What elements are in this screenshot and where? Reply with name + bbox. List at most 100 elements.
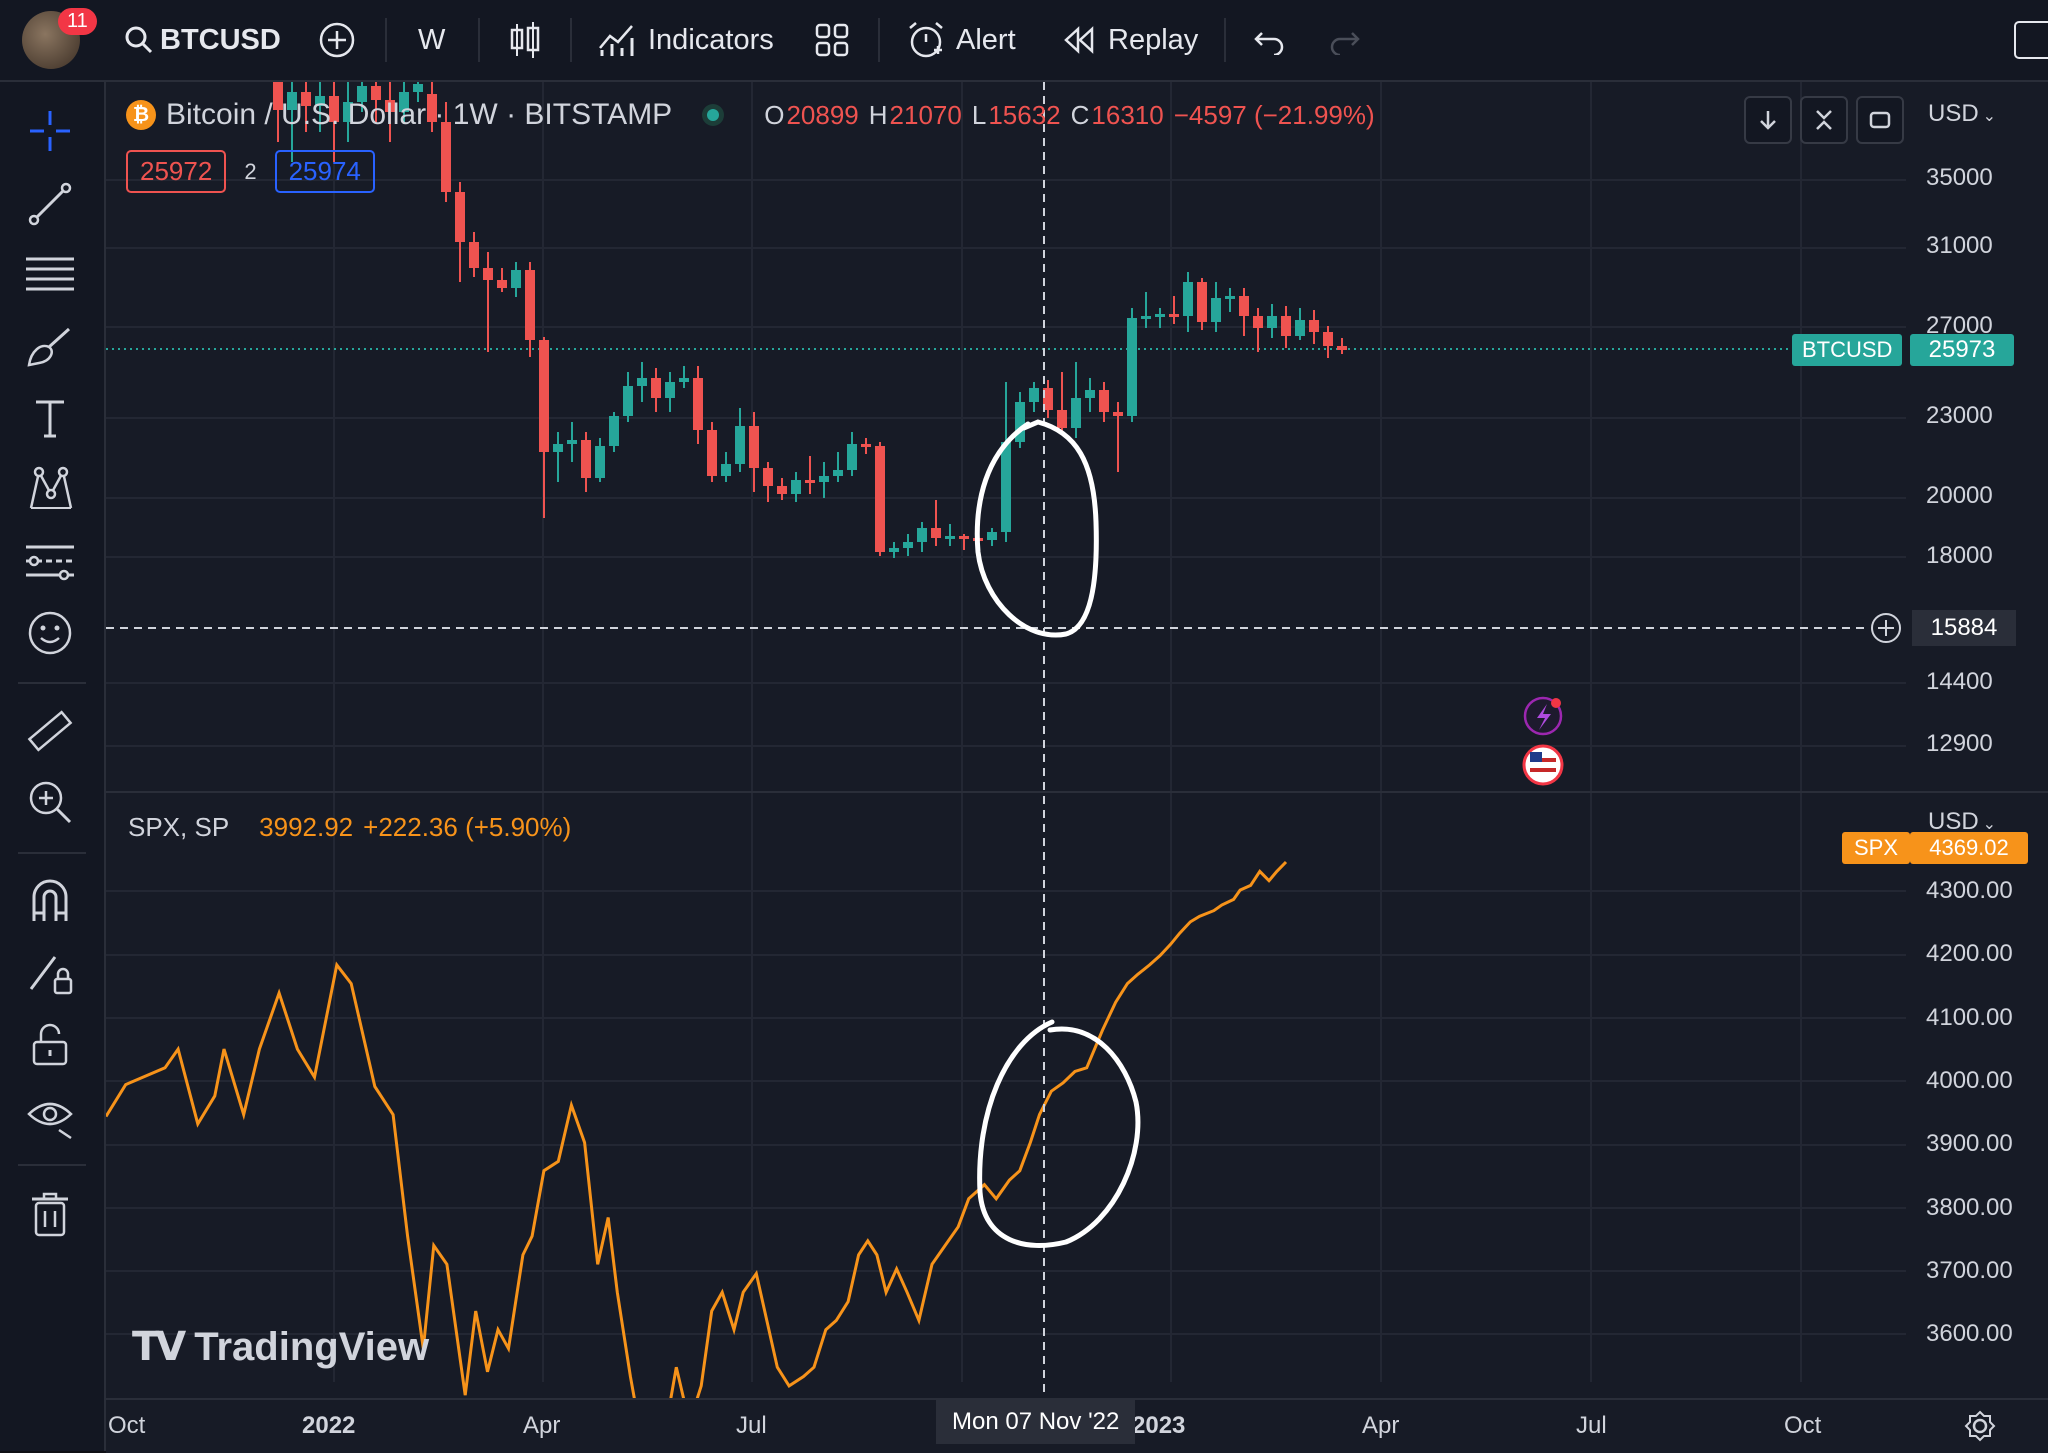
tradingview-watermark: 𝗧𝗩 TradingView <box>132 1324 429 1370</box>
candle-body <box>707 430 717 476</box>
pattern-tool[interactable] <box>22 462 78 518</box>
symbol-search-button[interactable]: BTCUSD <box>124 0 281 80</box>
candle-body <box>721 464 731 476</box>
candle-body <box>371 86 381 100</box>
candle-body <box>1309 320 1319 332</box>
rewind-icon <box>1064 26 1094 54</box>
crosshair-tool[interactable] <box>22 103 78 159</box>
chart-area[interactable]: ₿ Bitcoin / U.S. Dollar · 1W · BITSTAMP … <box>106 82 2048 1453</box>
forecast-tool[interactable] <box>22 533 78 589</box>
price-tick: 20000 <box>1926 482 1993 509</box>
symbol-label: BTCUSD <box>160 23 281 56</box>
grid-horizontal-main <box>106 179 1906 747</box>
redo-icon <box>1330 32 1360 55</box>
ohlc-high-label: H <box>868 99 888 130</box>
crosshair-price-value: 15884 <box>1930 614 1998 641</box>
alert-button[interactable]: Alert <box>906 0 1016 80</box>
trendline-tool[interactable] <box>22 176 78 232</box>
fib-tool[interactable] <box>22 247 78 303</box>
magnet-tool[interactable] <box>22 873 78 929</box>
indicators-button[interactable]: Indicators <box>598 0 774 80</box>
bid-ask-row: 25972 2 25974 <box>126 150 375 193</box>
currency-select-main[interactable]: USD ⌄ <box>1928 100 1996 128</box>
collapse-icon <box>1816 110 1832 130</box>
currency-label-main: USD <box>1928 100 1979 127</box>
price-tick: 3800.00 <box>1926 1194 2013 1221</box>
last-price-value: 25973 <box>1928 336 1996 363</box>
text-tool[interactable] <box>22 390 78 446</box>
trendline-icon <box>28 182 72 226</box>
ohlc-close: 16310 <box>1091 99 1164 130</box>
lock-drawings-tool[interactable] <box>22 945 78 1001</box>
market-status-icon <box>702 104 725 126</box>
visibility-tool[interactable] <box>22 1088 78 1144</box>
settings-gear-icon[interactable] <box>1964 1410 1996 1442</box>
currency-select-spx[interactable]: USD ⌄ <box>1928 808 1996 836</box>
ohlc-low: 15632 <box>988 99 1061 130</box>
time-axis[interactable]: Oct 2022 Apr Jul 2023 Apr Jul Oct Mon 07… <box>106 1398 2048 1453</box>
candle-body <box>679 378 689 382</box>
candle-body <box>1197 282 1207 322</box>
interval-label: W <box>418 23 446 56</box>
crosshair-date: Mon 07 Nov '22 <box>952 1408 1120 1435</box>
grid-icon <box>815 23 849 57</box>
brush-tool[interactable] <box>22 319 78 375</box>
indicators-label: Indicators <box>648 23 774 56</box>
compare-button[interactable] <box>318 0 356 80</box>
candle-body <box>469 242 479 268</box>
toolbar-divider <box>385 18 387 62</box>
crosshair-price-label: 15884 <box>1912 610 2016 646</box>
fullscreen-button[interactable] <box>2014 0 2048 80</box>
layouts-button[interactable] <box>814 0 850 80</box>
ohlc-open: 20899 <box>786 99 859 130</box>
move-pane-down-button[interactable] <box>1744 96 1792 144</box>
ohlc-change: −4597 (−21.99%) <box>1173 99 1375 130</box>
price-tick: 3700.00 <box>1926 1257 2013 1284</box>
zoom-in-tool[interactable] <box>22 774 78 830</box>
price-tick: 4200.00 <box>1926 940 2013 967</box>
undo-button[interactable] <box>1252 0 1286 80</box>
ohlc-close-label: C <box>1070 99 1090 130</box>
price-tick: 4100.00 <box>1926 1004 2013 1031</box>
candle-body <box>1295 320 1305 336</box>
sidebar-divider <box>18 682 86 684</box>
drawing-toolbar <box>0 82 106 1451</box>
candle-body <box>805 480 815 483</box>
user-avatar[interactable]: 11 <box>22 0 97 80</box>
drawn-circle-spx <box>977 1019 1141 1248</box>
redo-button[interactable] <box>1328 0 1362 80</box>
time-tick: Apr <box>1362 1412 1400 1439</box>
candle-body <box>315 96 325 106</box>
btc-candles <box>273 82 1347 558</box>
chart-type-button[interactable] <box>508 0 542 80</box>
candle-body <box>1141 316 1151 319</box>
emoji-tool[interactable] <box>22 605 78 661</box>
spx-title[interactable]: SPX, SP <box>128 812 230 842</box>
chart-canvas[interactable] <box>106 82 2048 1451</box>
candle-body <box>987 532 997 540</box>
collapse-pane-button[interactable] <box>1800 96 1848 144</box>
grid-vertical <box>333 82 1802 1382</box>
lock-tool[interactable] <box>22 1016 78 1072</box>
buy-price-button[interactable]: 25974 <box>274 150 375 193</box>
candle-body <box>525 270 535 340</box>
candle-body <box>819 476 829 482</box>
candle-body <box>483 268 493 280</box>
candle-body <box>735 426 745 464</box>
ruler-tool[interactable] <box>22 703 78 759</box>
lightning-bolt-icon <box>1537 704 1551 730</box>
interval-button[interactable]: W <box>418 0 445 80</box>
delete-tool[interactable] <box>22 1187 78 1243</box>
symbol-title[interactable]: Bitcoin / U.S. Dollar · 1W · BITSTAMP <box>166 98 673 131</box>
spx-last-value: 4369.02 <box>1929 835 2009 860</box>
candle-body <box>399 92 409 112</box>
last-price-symbol-tag: BTCUSD <box>1792 334 1903 366</box>
maximize-pane-button[interactable] <box>1856 96 1904 144</box>
sell-price-button[interactable]: 25972 <box>126 150 227 193</box>
time-tick: Jul <box>736 1412 767 1439</box>
candle-body <box>511 270 521 288</box>
us-flag-event-icon[interactable] <box>1522 744 1564 786</box>
replay-button[interactable]: Replay <box>1062 0 1198 80</box>
sidebar-divider <box>18 852 86 854</box>
chevron-down-icon: ⌄ <box>1982 816 1997 833</box>
